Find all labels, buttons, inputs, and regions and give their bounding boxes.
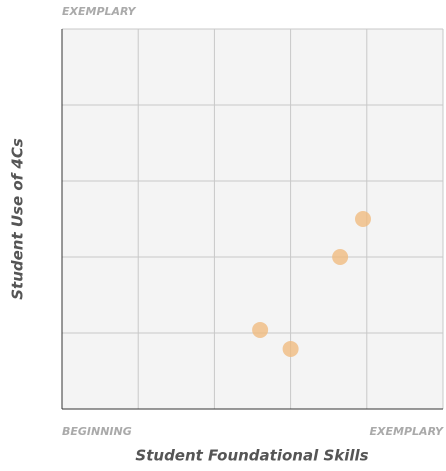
x-tick-label: EXEMPLARY [370,425,445,438]
y-axis-label: Student Use of 4Cs [9,138,27,300]
x-tick-label: BEGINNING [62,425,132,438]
x-axis-label: Student Foundational Skills [135,447,368,465]
y-tick-label: EXEMPLARY [62,5,137,18]
point [332,249,349,265]
point [282,340,299,357]
point [354,211,371,227]
plot-background [62,29,443,409]
point [252,321,269,338]
